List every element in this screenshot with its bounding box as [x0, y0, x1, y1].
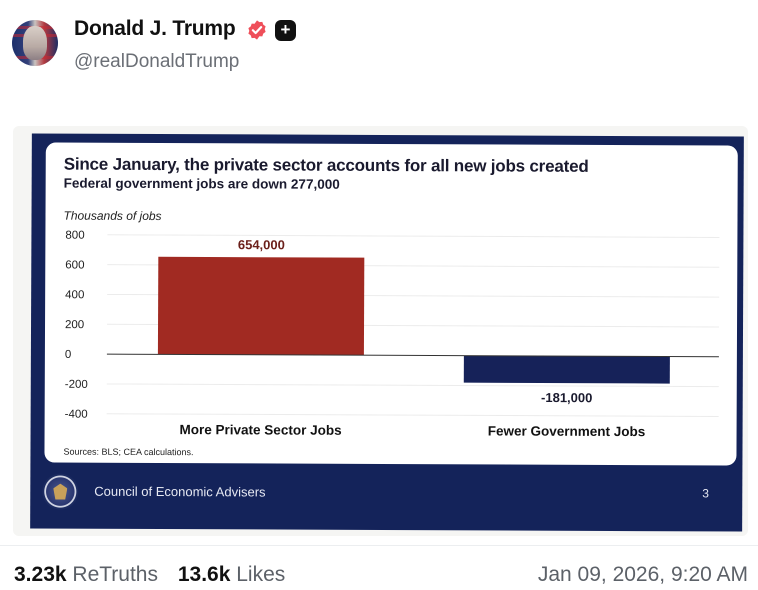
gridline — [106, 413, 719, 417]
y-tick-label: -400 — [65, 409, 88, 421]
y-tick-label: 400 — [65, 289, 84, 301]
slide-footer: Council of Economic Advisers — [94, 483, 266, 500]
likes-count[interactable]: 13.6k — [177, 563, 231, 586]
author-handle[interactable]: @realDonaldTrump — [74, 51, 240, 72]
bar-government — [463, 355, 670, 384]
slide: Since January, the private sector accoun… — [30, 133, 744, 532]
data-label: 654,000 — [238, 237, 285, 252]
avatar[interactable] — [12, 20, 58, 66]
plus-badge-icon: + — [275, 20, 296, 41]
gridline — [106, 383, 719, 388]
author-name[interactable]: Donald J. Trump — [74, 17, 236, 40]
y-tick-label: 200 — [65, 319, 84, 331]
data-label: -181,000 — [541, 390, 592, 405]
retruths-count[interactable]: 3.23k — [14, 563, 67, 586]
category-label: Fewer Government Jobs — [488, 423, 646, 439]
gridline — [107, 234, 720, 238]
divider — [0, 545, 758, 546]
slide-page-number: 3 — [702, 486, 710, 501]
engagement-stats: 3.23k ReTruths 13.6k Likes — [14, 563, 299, 587]
chart-panel: Since January, the private sector accoun… — [44, 142, 738, 466]
post-image[interactable]: Since January, the private sector accoun… — [13, 126, 748, 536]
bar-private-sector — [157, 256, 365, 356]
verified-badge-icon — [248, 20, 266, 40]
cea-seal-icon — [42, 473, 79, 510]
sources-note: Sources: BLS; CEA calculations. — [63, 446, 194, 458]
y-tick-label: 0 — [65, 349, 71, 361]
post-timestamp[interactable]: Jan 09, 2026, 9:20 AM — [537, 563, 748, 586]
y-tick-label: 600 — [65, 259, 84, 271]
likes-label[interactable]: Likes — [236, 563, 286, 586]
y-tick-label: -200 — [65, 379, 88, 391]
retruths-label[interactable]: ReTruths — [72, 563, 158, 586]
bar-chart: 800 600 400 200 0 -200 -400 654,000 More Private… — [65, 230, 720, 439]
zero-axis-line — [106, 353, 719, 358]
category-label: More Private Sector Jobs — [180, 422, 342, 438]
y-tick-label: 800 — [65, 230, 84, 242]
